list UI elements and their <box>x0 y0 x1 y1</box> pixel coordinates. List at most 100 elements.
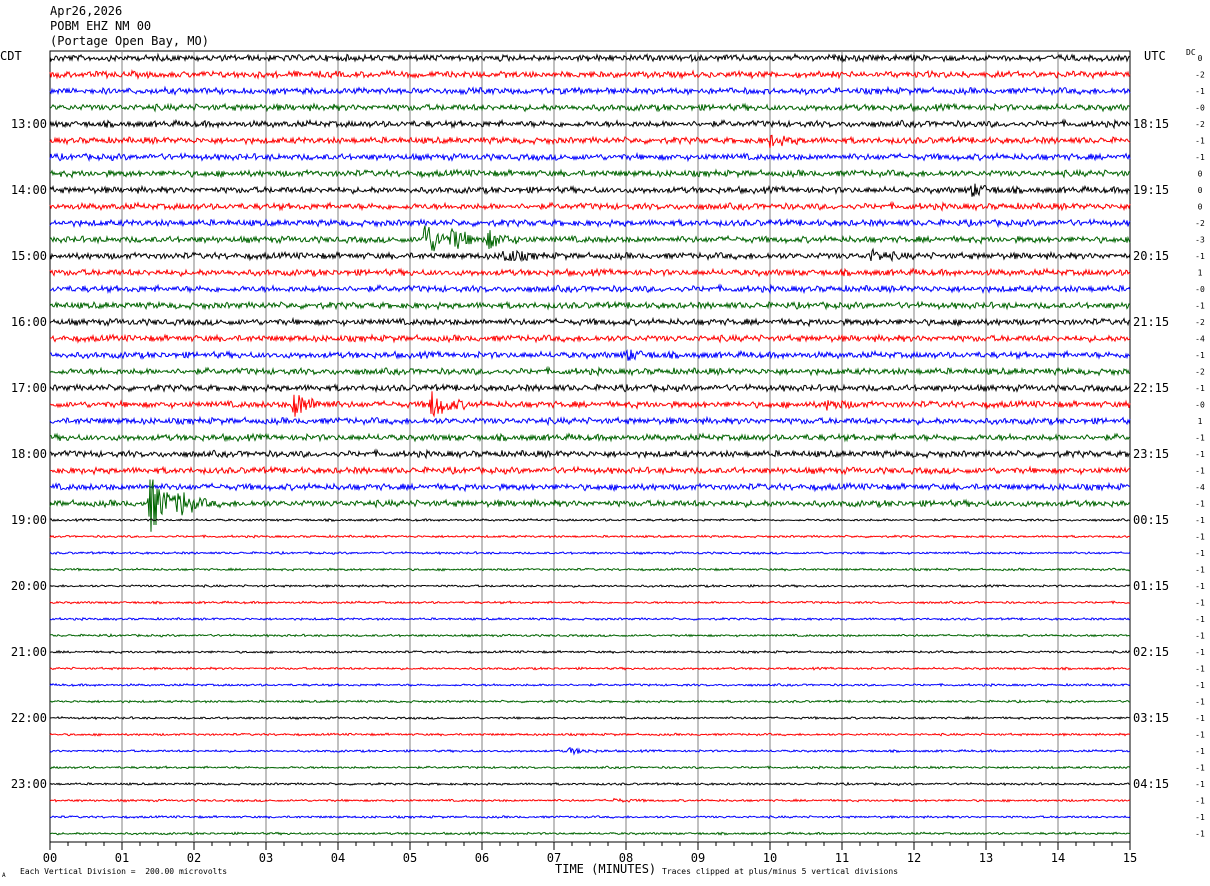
seismic-trace <box>49 283 1131 295</box>
seismic-trace <box>49 118 1131 130</box>
dc-offset-label: -2 <box>1195 71 1205 80</box>
right-hour-label: 22:15 <box>1133 381 1169 395</box>
seismic-trace <box>49 102 1131 113</box>
seismic-trace <box>49 415 1131 427</box>
dc-offset-label: 0 <box>1198 54 1203 63</box>
seismic-trace <box>49 781 1131 787</box>
dc-offset-label: -1 <box>1195 797 1205 806</box>
header-station: POBM EHZ NM 00 <box>50 19 152 33</box>
seismic-trace <box>49 217 1131 229</box>
dc-offset-label: -1 <box>1195 747 1205 756</box>
left-timezone-label: CDT <box>0 49 22 63</box>
x-axis-title: TIME (MINUTES) <box>555 862 657 876</box>
dc-offset-label: -1 <box>1195 500 1205 509</box>
dc-offset-label: -1 <box>1195 153 1205 162</box>
right-hour-label: 21:15 <box>1133 315 1169 329</box>
dc-offset-label: -1 <box>1195 566 1205 575</box>
left-hour-label: 22:00 <box>11 711 47 725</box>
seismic-trace <box>50 168 1131 179</box>
seismic-trace <box>49 151 1131 163</box>
x-tick-label: 07 <box>547 851 561 865</box>
x-tick-label: 03 <box>259 851 273 865</box>
dc-offset-label: 0 <box>1198 170 1203 179</box>
seismic-trace <box>49 600 1131 605</box>
x-tick-label: 15 <box>1123 851 1137 865</box>
x-tick-label: 05 <box>403 851 417 865</box>
left-hour-label: 13:00 <box>11 117 47 131</box>
seismic-trace <box>49 682 1131 688</box>
dc-offset-label: -1 <box>1195 549 1205 558</box>
dc-offset-label: 0 <box>1198 203 1203 212</box>
dc-offset-label: -1 <box>1195 764 1205 773</box>
dc-offset-label: -4 <box>1195 335 1205 344</box>
plot-frame <box>49 50 1131 843</box>
left-hour-label: 19:00 <box>11 513 47 527</box>
seismic-trace <box>49 465 1131 476</box>
corner-mark: A <box>2 872 6 879</box>
scale-note: Each Vertical Division = 200.00 microvol… <box>20 867 228 876</box>
seismic-trace <box>49 746 1131 756</box>
dc-offset-label: -2 <box>1195 219 1205 228</box>
seismic-trace <box>49 550 1131 556</box>
seismic-trace <box>49 567 1131 572</box>
left-hour-label: 14:00 <box>11 183 47 197</box>
dc-offset-label: -1 <box>1195 615 1205 624</box>
dc-offset-label: 0 <box>1198 186 1203 195</box>
right-hour-label: 23:15 <box>1133 447 1169 461</box>
seismic-trace <box>49 300 1131 311</box>
dc-offset-label: -0 <box>1195 285 1205 294</box>
dc-offset-label: -1 <box>1195 780 1205 789</box>
dc-offset-label: -1 <box>1195 384 1205 393</box>
right-hour-label: 02:15 <box>1133 645 1169 659</box>
seismic-trace <box>49 831 1131 836</box>
dc-offset-label: -3 <box>1195 236 1205 245</box>
right-hour-label: 04:15 <box>1133 777 1169 791</box>
dc-offset-label: -1 <box>1195 467 1205 476</box>
left-hour-label: 23:00 <box>11 777 47 791</box>
dc-offset-label: -1 <box>1195 632 1205 641</box>
seismic-trace <box>49 247 1131 263</box>
header-location: (Portage Open Bay, MO) <box>50 34 209 48</box>
x-tick-label: 11 <box>835 851 849 865</box>
dc-offset-label: -1 <box>1195 582 1205 591</box>
seismic-trace <box>49 616 1131 622</box>
right-hour-label: 20:15 <box>1133 249 1169 263</box>
dc-offset-label: -1 <box>1195 87 1205 96</box>
right-hour-label: 18:15 <box>1133 117 1169 131</box>
left-hour-label: 17:00 <box>11 381 47 395</box>
dc-offset-label: -1 <box>1195 302 1205 311</box>
x-tick-label: 14 <box>1051 851 1065 865</box>
dc-offset-label: -1 <box>1195 665 1205 674</box>
seismic-trace <box>49 517 1131 523</box>
seismic-trace <box>49 649 1131 655</box>
dc-offset-label: -1 <box>1195 681 1205 690</box>
dc-offset-label: -1 <box>1195 450 1205 459</box>
dc-offset-label: -1 <box>1195 434 1205 443</box>
left-hour-label: 18:00 <box>11 447 47 461</box>
seismic-trace <box>49 316 1131 328</box>
seismic-trace <box>49 583 1131 589</box>
dc-offset-label: -1 <box>1195 714 1205 723</box>
seismic-trace <box>49 481 1131 493</box>
seismic-trace <box>49 633 1131 638</box>
seismic-trace <box>49 69 1131 80</box>
left-hour-label: 20:00 <box>11 579 47 593</box>
seismic-trace <box>49 365 1131 377</box>
dc-offset-label: -2 <box>1195 368 1205 377</box>
left-hour-label: 16:00 <box>11 315 47 329</box>
header-date: Apr26,2026 <box>50 4 123 18</box>
right-hour-label: 01:15 <box>1133 579 1169 593</box>
clip-note: Traces clipped at plus/minus 5 vertical … <box>662 867 899 876</box>
seismic-trace <box>49 765 1131 770</box>
seismic-trace <box>49 732 1131 737</box>
seismic-trace <box>49 382 1131 394</box>
seismic-trace <box>49 715 1131 721</box>
dc-offset-label: -2 <box>1195 318 1205 327</box>
x-tick-label: 13 <box>979 851 993 865</box>
dc-offset-label: -1 <box>1195 252 1205 261</box>
x-tick-label: 10 <box>763 851 777 865</box>
x-tick-label: 01 <box>115 851 129 865</box>
dc-offset-label: -2 <box>1195 120 1205 129</box>
x-tick-label: 02 <box>187 851 201 865</box>
dc-offset-label: -0 <box>1195 401 1205 410</box>
